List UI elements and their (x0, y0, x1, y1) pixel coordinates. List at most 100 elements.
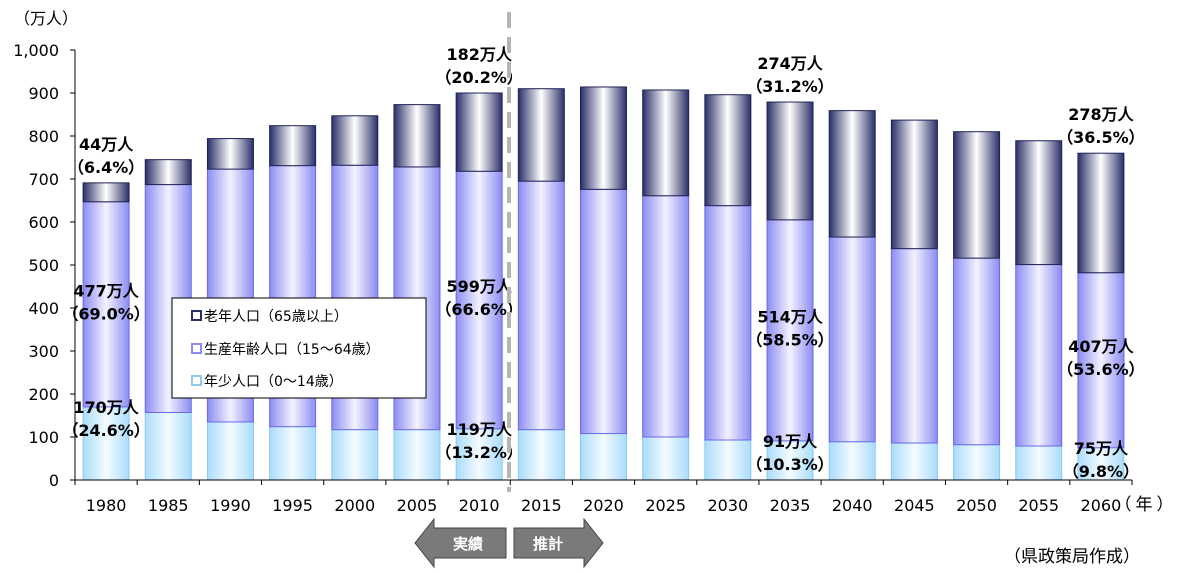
legend-swatch-working (191, 343, 202, 354)
x-tick-label: 2020 (583, 496, 624, 515)
bar-segment-old (642, 89, 690, 197)
data-label: 44万人 (79, 135, 134, 154)
bar-segment-working (1015, 264, 1063, 447)
projection-arrow-shape (513, 517, 604, 569)
bar-segment-young (766, 440, 814, 481)
data-label: （9.8%） (1063, 462, 1139, 481)
y-tick-label: 500 (28, 256, 59, 275)
data-label: 170万人 (73, 398, 139, 417)
x-tick-label: 2060 (1081, 496, 1122, 515)
bar-segment-young (331, 429, 379, 481)
bar-segment-old (704, 94, 752, 207)
bar-segment-old (890, 119, 938, 250)
y-tick-label: 300 (28, 342, 59, 361)
data-label: 477万人 (73, 281, 139, 300)
data-label: 119万人 (446, 420, 512, 439)
legend-item-working: 生産年齢人口（15～64歳） (191, 342, 380, 358)
y-tick-label: 100 (28, 428, 59, 447)
y-tick-label: 1,000 (13, 41, 59, 60)
data-label: 407万人 (1068, 337, 1134, 356)
y-unit-label: （万人） (14, 9, 78, 28)
bar-segment-old (517, 88, 565, 182)
bar-segment-old (580, 86, 627, 190)
bar-segment-young (828, 441, 876, 481)
legend-item-young: 年少人口（0～14歳） (191, 374, 343, 390)
projection-arrow: 推計 (513, 517, 604, 569)
bar-segment-old (1077, 152, 1125, 274)
bar-segment-old (144, 159, 192, 186)
bar-segment-young (269, 426, 317, 481)
bar-segment-young (1077, 447, 1125, 481)
y-tick-label: 800 (28, 127, 59, 146)
data-label: （31.2%） (746, 77, 834, 96)
y-axis: 0 100 200 300 400 500 600 700 800 900 1,000 (13, 41, 76, 490)
x-axis: 1980 1985 1990 1995 2000 2005 2010 2015 2020 2025… (74, 479, 1133, 515)
bar-segment-old (331, 115, 379, 166)
bar-segment-working (580, 188, 627, 435)
data-label: （66.6%） (435, 300, 523, 319)
x-tick-label: 2050 (956, 496, 997, 515)
bar-segment-working (828, 236, 876, 443)
x-tick-label: 2055 (1018, 496, 1059, 515)
bar-segment-working (82, 201, 130, 408)
data-label: 182万人 (446, 45, 512, 64)
x-tick-label: 2010 (459, 496, 500, 515)
bar-segment-old (828, 110, 876, 238)
x-unit-label: （年） (1115, 495, 1178, 515)
bar-segment-old (82, 182, 130, 203)
x-tick-label: 2030 (707, 496, 748, 515)
legend: 老年人口（65歳以上） 生産年齢人口（15～64歳） 年少人口（0～14歳） (171, 297, 427, 399)
data-label: （10.3%） (746, 455, 834, 474)
bar-segment-young (953, 444, 1001, 481)
legend-label-old: 老年人口（65歳以上） (204, 309, 348, 325)
bar-segment-old (1015, 140, 1063, 266)
data-label: （53.6%） (1057, 360, 1145, 379)
bar-segment-young (890, 442, 938, 481)
x-tick-label: 2035 (770, 496, 811, 515)
data-label: （20.2%） (435, 68, 523, 87)
x-tick-label: 2005 (397, 496, 438, 515)
bar-segment-old (269, 125, 317, 167)
bar-segment-young (206, 421, 254, 481)
bar-segment-young (1015, 445, 1063, 481)
x-tick-label: 2040 (832, 496, 873, 515)
data-label: （58.5%） (746, 330, 834, 349)
bar-segment-young (580, 433, 627, 481)
bar-segment-working (455, 170, 503, 430)
legend-swatch-old (191, 310, 202, 321)
actual-arrow: 実績 (414, 517, 507, 569)
bar-segment-young (704, 439, 752, 481)
source-note: （県政策局作成） (1004, 547, 1140, 567)
bar-segment-working (642, 195, 690, 438)
bar-segment-young (517, 429, 565, 481)
bar-segment-working (517, 180, 565, 431)
x-tick-label: 2025 (645, 496, 686, 515)
legend-label-young: 年少人口（0～14歳） (204, 374, 343, 390)
bar-segment-working (890, 248, 938, 444)
bar-segment-old (393, 104, 441, 168)
bars (82, 86, 1125, 481)
legend-box (171, 297, 427, 399)
actual-arrow-shape (414, 517, 507, 569)
bar-segment-young (82, 406, 130, 481)
actual-arrow-label: 実績 (453, 535, 483, 553)
bar-segment-old (953, 131, 1001, 259)
data-label: 514万人 (757, 307, 823, 326)
x-tick-label: 2045 (894, 496, 935, 515)
x-tick-label: 2000 (334, 496, 375, 515)
x-tick-label: 2015 (521, 496, 562, 515)
data-label: （6.4%） (68, 158, 144, 177)
data-label: （13.2%） (435, 443, 523, 462)
x-tick-label: 1985 (148, 496, 189, 515)
bar-segment-working (953, 257, 1001, 446)
bar-segment-old (206, 138, 254, 170)
data-label: 599万人 (446, 277, 512, 296)
legend-item-old: 老年人口（65歳以上） (191, 309, 348, 325)
y-tick-label: 600 (28, 213, 59, 232)
data-label: （69.0%） (62, 304, 150, 323)
y-tick-label: 0 (49, 471, 59, 490)
bar-segment-working (704, 205, 752, 441)
y-tick-label: 900 (28, 84, 59, 103)
bar-segment-old (766, 101, 814, 221)
